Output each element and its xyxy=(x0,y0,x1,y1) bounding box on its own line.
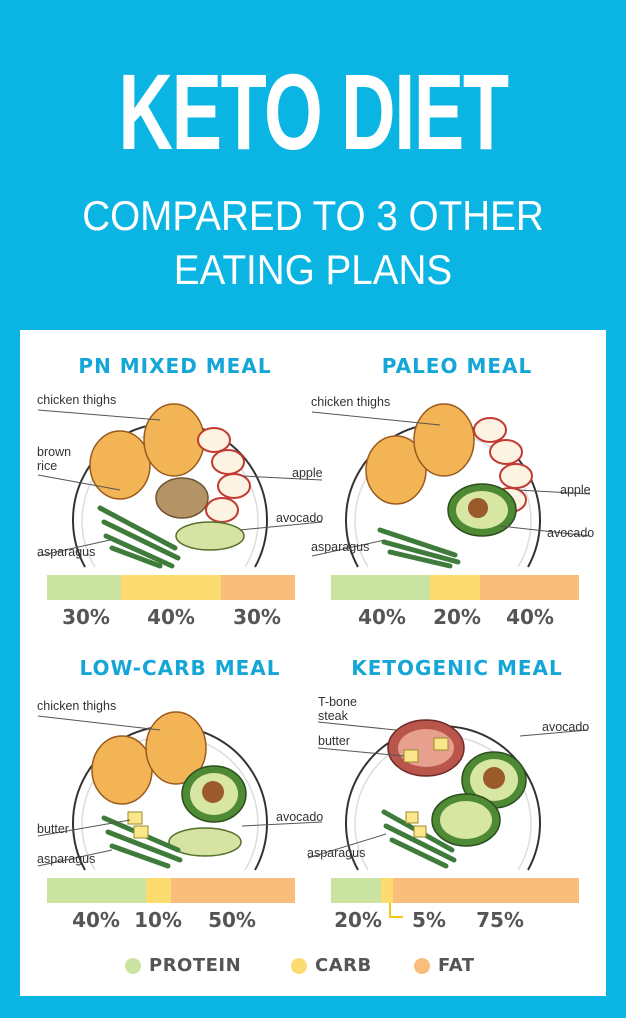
label-avocado: avocado xyxy=(542,720,590,734)
subtitle-line-2: EATING PLANS xyxy=(173,246,453,293)
label-butter: butter xyxy=(318,734,350,748)
bar-segment-carb xyxy=(430,575,480,600)
legend-fat: FAT xyxy=(414,955,475,976)
bar-segment-protein xyxy=(47,878,147,903)
meal-title-pn-mixed: PN MIXED MEAL xyxy=(78,354,272,378)
label-butter: butter xyxy=(37,822,69,836)
legend-protein-label: PROTEIN xyxy=(149,955,242,976)
paleo-plate-illustration xyxy=(345,403,541,569)
pct-fat: 30% xyxy=(233,605,281,629)
low-carb-plate-illustration xyxy=(72,711,268,871)
ketogenic-plate-illustration xyxy=(345,719,541,871)
bar-segment-fat xyxy=(220,575,295,600)
meal-title-paleo: PALEO MEAL xyxy=(381,354,533,378)
meal-title-low-carb: LOW-CARB MEAL xyxy=(79,656,281,680)
macro-bar-paleo xyxy=(331,575,579,600)
label-rice: rice xyxy=(37,459,58,473)
macro-legend: PROTEIN CARB FAT xyxy=(0,955,626,979)
label-asparagus: asparagus xyxy=(307,846,366,860)
pct-carb: 5% xyxy=(412,908,446,932)
macro-bar-low-carb xyxy=(47,878,295,903)
pct-carb: 20% xyxy=(433,605,481,629)
bar-segment-carb xyxy=(146,878,171,903)
bar-segment-carb xyxy=(380,878,393,903)
legend-carb-label: CARB xyxy=(315,955,372,976)
label-avocado: avocado xyxy=(276,810,324,824)
label-brown: brown xyxy=(37,445,72,459)
label-asparagus: asparagus xyxy=(311,540,370,554)
bar-segment-carb xyxy=(121,575,221,600)
pct-protein: 40% xyxy=(358,605,406,629)
bar-segment-protein xyxy=(331,575,431,600)
subtitle-line-1: COMPARED TO 3 OTHER xyxy=(82,192,544,239)
label-chicken-thighs: chicken thighs xyxy=(311,395,391,409)
label-avocado: avocado xyxy=(276,511,324,525)
legend-carb: CARB xyxy=(291,955,372,976)
bar-segment-fat xyxy=(479,575,579,600)
pct-fat: 50% xyxy=(208,908,256,932)
macro-bar-pn-mixed xyxy=(47,575,295,600)
bar-segment-protein xyxy=(331,878,381,903)
pct-protein: 40% xyxy=(72,908,120,932)
pct-protein: 30% xyxy=(62,605,110,629)
label-steak: steak xyxy=(318,709,348,723)
pct-carb: 40% xyxy=(147,605,195,629)
pct-fat: 75% xyxy=(476,908,524,932)
pn-mixed-plate-illustration xyxy=(72,403,268,569)
label-apple: apple xyxy=(560,483,591,497)
bar-segment-fat xyxy=(170,878,295,903)
label-avocado: avocado xyxy=(547,526,595,540)
protein-dot-icon xyxy=(125,957,141,974)
page-title: KETO DIET xyxy=(118,51,509,172)
meal-title-ketogenic: KETOGENIC MEAL xyxy=(351,656,563,680)
bar-segment-protein xyxy=(47,575,122,600)
pct-fat: 40% xyxy=(506,605,554,629)
label-chicken-thighs: chicken thighs xyxy=(37,393,117,407)
label-asparagus: asparagus xyxy=(37,852,96,866)
carb-connector xyxy=(389,903,403,918)
legend-fat-label: FAT xyxy=(438,955,475,976)
fat-dot-icon xyxy=(414,957,430,974)
label-t-bone: T-bone xyxy=(318,695,357,709)
carb-dot-icon xyxy=(291,957,307,974)
legend-protein: PROTEIN xyxy=(125,955,241,976)
bar-segment-fat xyxy=(392,878,579,903)
pct-carb: 10% xyxy=(134,908,182,932)
pct-protein: 20% xyxy=(334,908,382,932)
label-asparagus: asparagus xyxy=(37,545,96,559)
label-apple: apple xyxy=(292,466,323,480)
label-chicken-thighs: chicken thighs xyxy=(37,699,117,713)
macro-bar-ketogenic xyxy=(331,878,579,903)
